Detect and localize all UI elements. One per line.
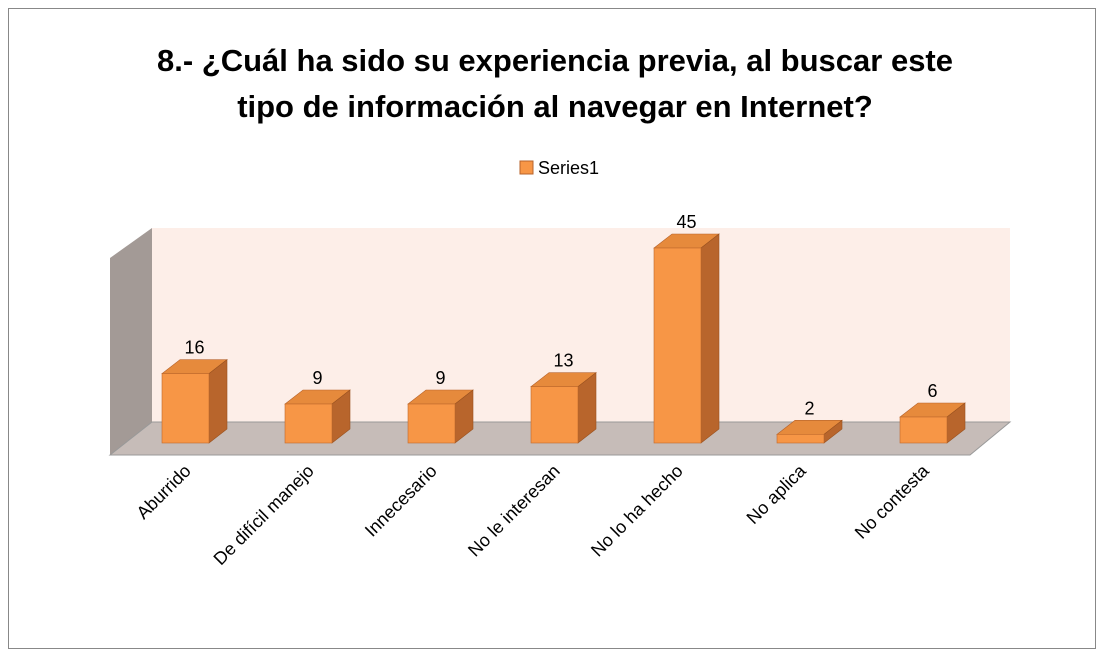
legend-label: Series1 [538, 158, 599, 178]
bar [530, 386, 579, 444]
bar [407, 403, 456, 444]
data-label: 6 [927, 381, 937, 401]
bar [284, 403, 333, 444]
chart-title: 8.- ¿Cuál ha sido su experiencia previa,… [157, 43, 953, 124]
x-tick-label: De difícil manejo [210, 461, 318, 569]
x-tick-label: No contesta [851, 460, 934, 543]
x-tick-label: No lo ha hecho [587, 461, 687, 561]
x-tick-label: No le interesan [464, 461, 564, 561]
x-tick-label: Aburrido [133, 461, 195, 523]
side-wall [110, 228, 152, 455]
legend-swatch [519, 160, 534, 175]
bar [776, 434, 825, 444]
data-label: 45 [676, 212, 696, 232]
x-tick-label: Innecesario [361, 461, 441, 541]
data-label: 16 [184, 338, 204, 358]
data-label: 9 [435, 368, 445, 388]
x-tick-label: No aplica [743, 460, 811, 528]
back-wall [152, 228, 1010, 422]
data-label: 2 [804, 398, 814, 418]
chart-frame [8, 8, 1096, 649]
bar [653, 247, 702, 444]
bar-side [208, 359, 228, 444]
bar [899, 416, 948, 444]
bar-side [700, 233, 720, 444]
bar [161, 373, 210, 444]
data-label: 13 [553, 351, 573, 371]
data-label: 9 [312, 368, 322, 388]
